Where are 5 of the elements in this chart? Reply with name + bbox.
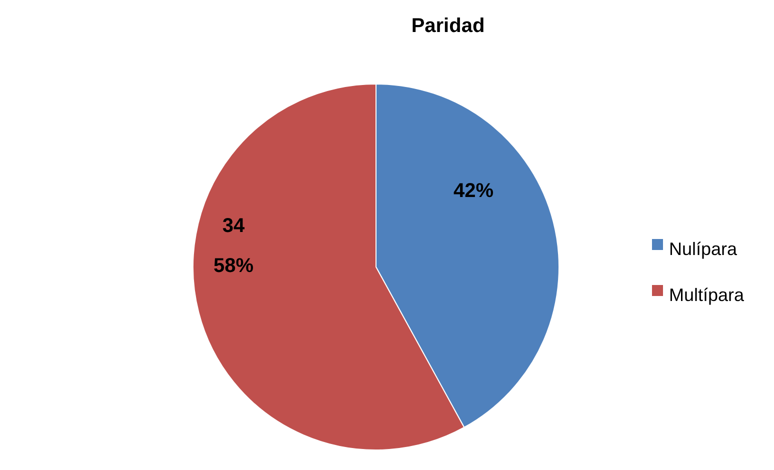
data-label: 34 58% — [213, 215, 254, 278]
legend-label: Multípara — [669, 284, 746, 305]
chart-title: Paridad — [411, 15, 485, 37]
data-label: 42% — [453, 180, 494, 202]
legend-label: Nulípara — [669, 238, 738, 259]
